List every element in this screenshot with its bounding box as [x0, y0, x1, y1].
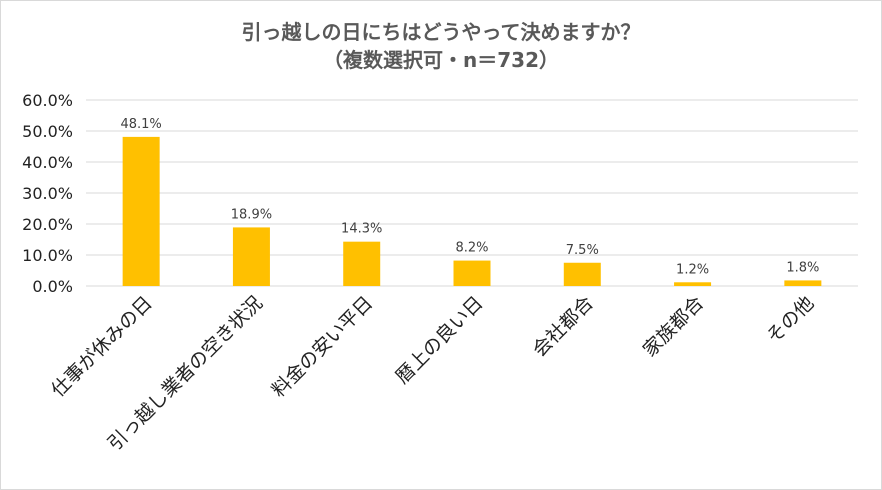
- chart-subtitle: （複数選択可・n＝732）: [323, 48, 559, 72]
- y-tick-label: 50.0%: [22, 122, 73, 141]
- y-tick-label: 60.0%: [22, 91, 73, 110]
- data-label: 18.9%: [231, 207, 272, 222]
- y-tick-label: 10.0%: [22, 246, 73, 265]
- bar: [232, 227, 270, 286]
- data-label: 14.3%: [341, 222, 382, 237]
- y-tick-label: 20.0%: [22, 215, 73, 234]
- y-tick-label: 0.0%: [32, 277, 73, 296]
- x-tick-label: 仕事が休みの日: [47, 292, 157, 402]
- bar: [784, 280, 822, 286]
- bar: [122, 136, 160, 286]
- data-label: 1.8%: [786, 260, 819, 275]
- y-tick-label: 40.0%: [22, 153, 73, 172]
- data-label: 1.2%: [676, 262, 709, 277]
- x-tick-label: 家族都合: [639, 292, 708, 361]
- bar: [453, 260, 491, 286]
- data-label: 8.2%: [455, 241, 488, 256]
- x-tick-label: 暦上の良い日: [391, 292, 487, 388]
- bar: [343, 241, 381, 286]
- y-tick-label: 30.0%: [22, 184, 73, 203]
- data-label: 48.1%: [120, 117, 161, 132]
- chart-title: 引っ越しの日にちはどうやって決めますか？: [241, 20, 641, 44]
- bar: [674, 282, 712, 286]
- x-tick-label: 会社都合: [529, 292, 598, 361]
- x-tick-label: その他: [763, 292, 819, 348]
- data-label: 7.5%: [566, 243, 599, 258]
- x-tick-label: 料金の安い平日: [268, 292, 378, 402]
- bar: [563, 262, 601, 286]
